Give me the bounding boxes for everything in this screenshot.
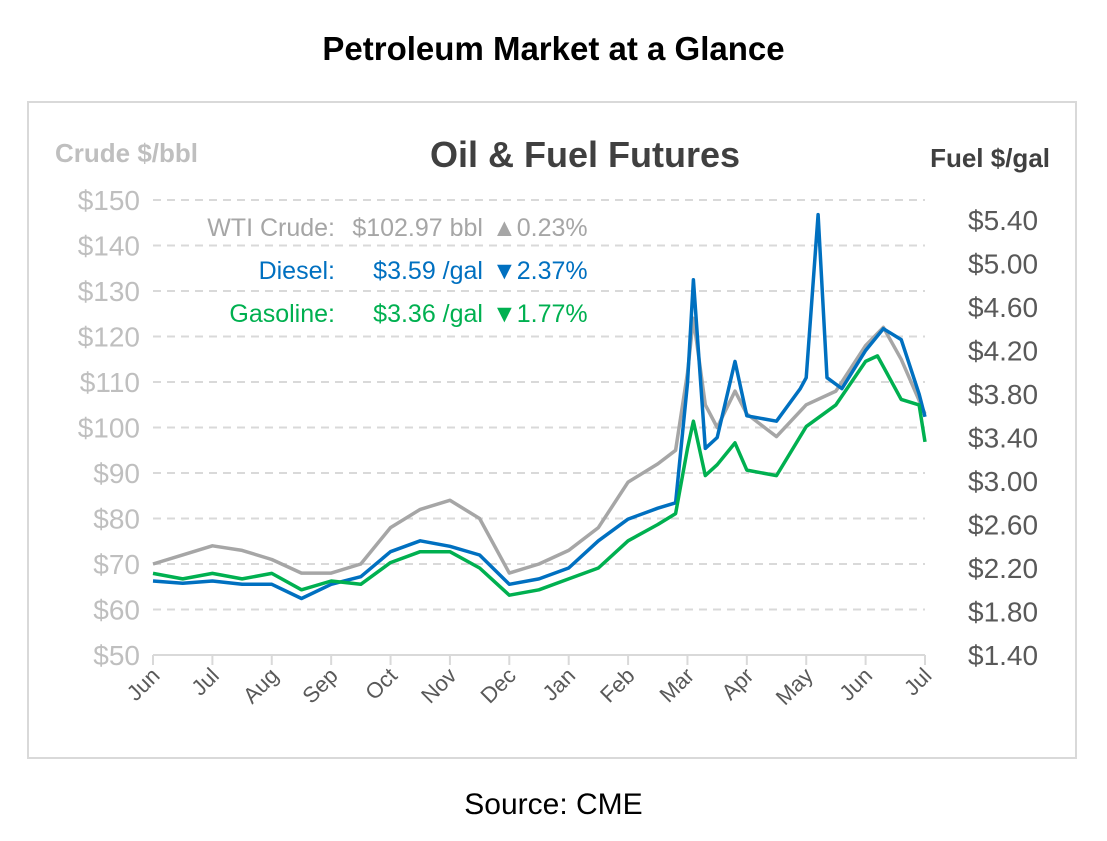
legend-label: WTI Crude: xyxy=(207,214,335,242)
left-tick-label: $110 xyxy=(80,367,140,398)
chart-frame xyxy=(27,101,1077,759)
left-tick-label: $150 xyxy=(78,185,140,216)
x-tick-label: Aug xyxy=(238,663,283,708)
source-note: Source: CME xyxy=(464,788,643,821)
series-line-diesel xyxy=(152,212,927,601)
legend-price: $3.59 /gal xyxy=(373,257,483,285)
legend-change: ▼2.37% xyxy=(492,257,588,285)
x-tick-label: Nov xyxy=(416,663,461,708)
x-tick-label: Oct xyxy=(360,663,402,705)
x-tick-label: Jul xyxy=(186,663,224,701)
legend-change: ▲0.23% xyxy=(492,214,588,242)
right-tick-label: $5.40 xyxy=(968,205,1038,236)
legend-label: Diesel: xyxy=(259,257,335,285)
right-tick-label: $1.40 xyxy=(968,640,1038,671)
x-tick-label: Jan xyxy=(537,663,580,706)
right-tick-label: $1.80 xyxy=(968,597,1038,628)
legend-label: Gasoline: xyxy=(229,300,335,328)
x-tick-label: Mar xyxy=(655,663,699,707)
x-tick-label: Dec xyxy=(476,663,521,708)
right-tick-label: $4.60 xyxy=(968,292,1038,323)
right-tick-label: $3.40 xyxy=(968,423,1038,454)
chart-title: Oil & Fuel Futures xyxy=(430,134,740,175)
left-tick-label: $120 xyxy=(78,322,140,353)
x-tick-label: Jul xyxy=(899,663,937,701)
x-tick-label: May xyxy=(771,663,818,710)
page-title: Petroleum Market at a Glance xyxy=(322,30,785,67)
legend-price: $102.97 bbl xyxy=(352,214,483,242)
left-tick-label: $140 xyxy=(78,231,140,262)
right-tick-label: $2.20 xyxy=(968,553,1038,584)
left-axis-title: Crude $/bbl xyxy=(55,138,198,168)
right-tick-label: $5.00 xyxy=(968,249,1038,280)
legend-change: ▼1.77% xyxy=(492,300,588,328)
x-tick-label: Apr xyxy=(716,663,758,705)
left-tick-label: $50 xyxy=(93,640,140,671)
x-tick-label: Feb xyxy=(595,663,639,707)
x-tick-label: Jun xyxy=(834,663,877,706)
left-tick-label: $60 xyxy=(93,595,140,626)
legend-price: $3.36 /gal xyxy=(373,300,483,328)
left-tick-label: $70 xyxy=(93,549,140,580)
series-line-gasoline xyxy=(152,354,927,597)
series-line-wti-crude xyxy=(152,316,927,575)
x-tick-label: Sep xyxy=(297,663,342,708)
left-tick-label: $80 xyxy=(93,504,140,535)
right-tick-label: $2.60 xyxy=(968,510,1038,541)
right-axis-title: Fuel $/gal xyxy=(930,143,1050,173)
right-tick-label: $4.20 xyxy=(968,336,1038,367)
right-tick-label: $3.00 xyxy=(968,466,1038,497)
right-tick-label: $3.80 xyxy=(968,379,1038,410)
left-tick-label: $100 xyxy=(78,413,140,444)
left-tick-label: $130 xyxy=(78,276,140,307)
left-tick-label: $90 xyxy=(93,458,140,489)
